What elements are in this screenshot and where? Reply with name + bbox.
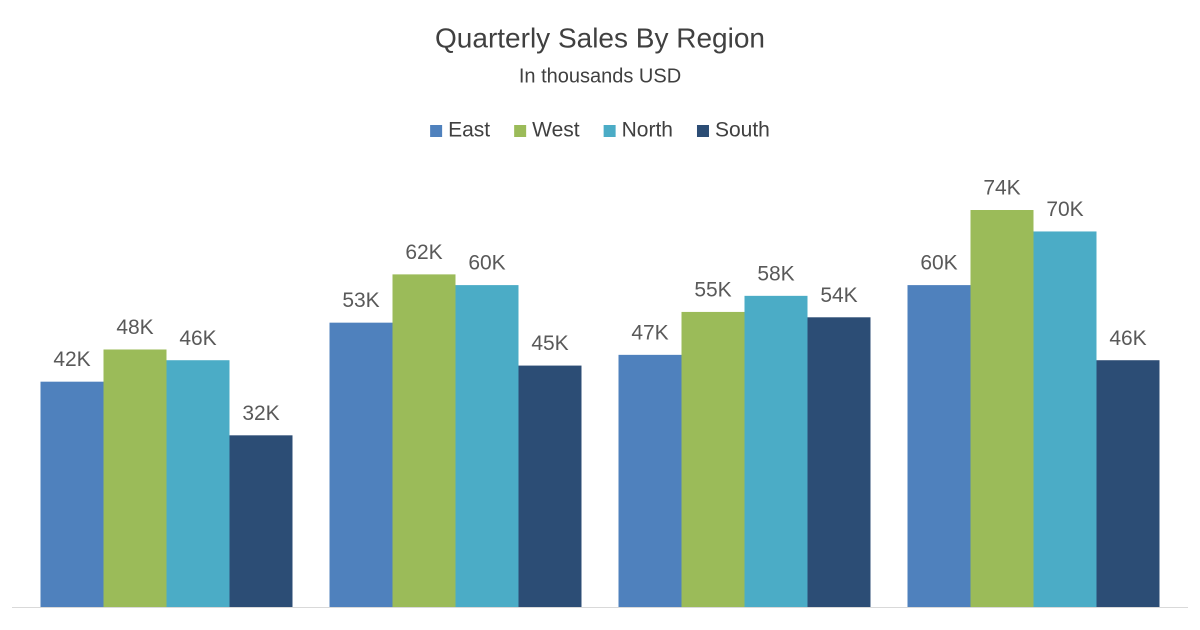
chart-title: Quarterly Sales By Region	[435, 22, 765, 53]
legend-label: North	[622, 119, 673, 142]
bar	[329, 322, 393, 607]
bar	[392, 274, 456, 607]
bar	[103, 349, 167, 607]
value-label: 53K	[342, 289, 379, 312]
bar	[681, 311, 745, 607]
value-label: 55K	[694, 278, 731, 301]
bar	[970, 210, 1034, 607]
bar	[518, 365, 582, 607]
value-label: 54K	[820, 284, 857, 307]
bar	[744, 295, 808, 607]
value-label: 74K	[983, 177, 1020, 200]
legend-swatch	[696, 125, 709, 137]
bar	[907, 285, 971, 607]
chart-subtitle: In thousands USD	[519, 65, 681, 87]
value-label: 70K	[1046, 198, 1083, 221]
legend-label: West	[532, 119, 580, 142]
legend-swatch	[603, 125, 616, 137]
value-label: 62K	[405, 241, 442, 264]
value-label: 60K	[468, 252, 505, 275]
legend-swatch	[430, 125, 443, 137]
value-label: 32K	[242, 402, 279, 425]
value-label: 58K	[757, 262, 794, 285]
legend-label: South	[715, 119, 770, 142]
legend-swatch	[514, 125, 527, 137]
value-label: 45K	[531, 332, 568, 355]
bar	[40, 381, 104, 607]
value-label: 46K	[1109, 327, 1146, 350]
bar	[229, 435, 293, 607]
value-label: 60K	[920, 252, 957, 275]
value-label: 48K	[116, 316, 153, 339]
value-label: 47K	[631, 321, 668, 344]
bar	[807, 317, 871, 607]
legend-label: East	[448, 119, 490, 142]
value-label: 42K	[53, 348, 90, 371]
bar	[618, 354, 682, 607]
bar	[455, 285, 519, 607]
value-label: 46K	[179, 327, 216, 350]
bar	[166, 360, 230, 607]
legend: East West North South	[430, 119, 770, 142]
bar	[1033, 231, 1097, 607]
bar	[1096, 360, 1160, 607]
